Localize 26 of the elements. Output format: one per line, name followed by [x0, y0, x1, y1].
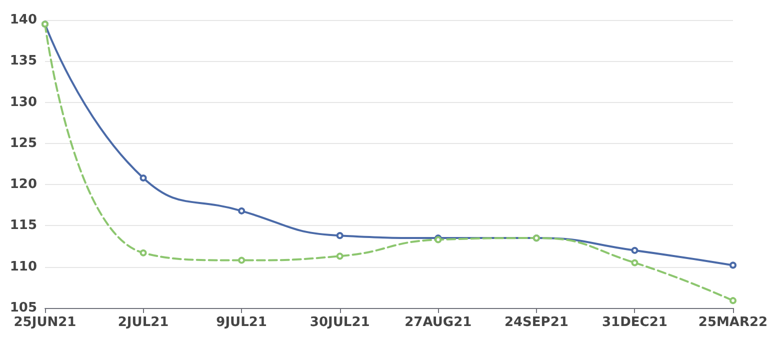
y-tick-label: 110 [10, 259, 37, 274]
point [631, 246, 638, 254]
point [140, 174, 147, 182]
point [631, 259, 638, 266]
y-tick-label: 130 [10, 94, 37, 110]
x-tick-label: 25JUN21 [14, 315, 76, 330]
x-tick-label: 31DEC21 [602, 315, 668, 330]
x-tick-label: 27AUG21 [404, 315, 472, 330]
point [336, 232, 344, 240]
y-tick-label: 125 [10, 136, 37, 151]
point [140, 249, 147, 256]
x-tick-label: 30JUL21 [310, 315, 370, 330]
x-tick-label: 9JUL21 [216, 315, 267, 330]
y-tick-label: 135 [10, 54, 37, 69]
y-tick-label: 105 [10, 300, 37, 316]
point [238, 207, 246, 214]
point [730, 262, 736, 269]
y-tick-label: 115 [10, 218, 37, 234]
x-tick-label: 24SEP21 [504, 315, 568, 330]
x-tick-label: 2JUL21 [118, 315, 169, 330]
point [730, 297, 736, 304]
y-tick-label: 120 [10, 177, 37, 192]
point [238, 256, 246, 264]
x-tick-label: 25MAR22 [698, 315, 768, 330]
point [336, 252, 344, 260]
y-tick-label: 140 [10, 12, 37, 28]
